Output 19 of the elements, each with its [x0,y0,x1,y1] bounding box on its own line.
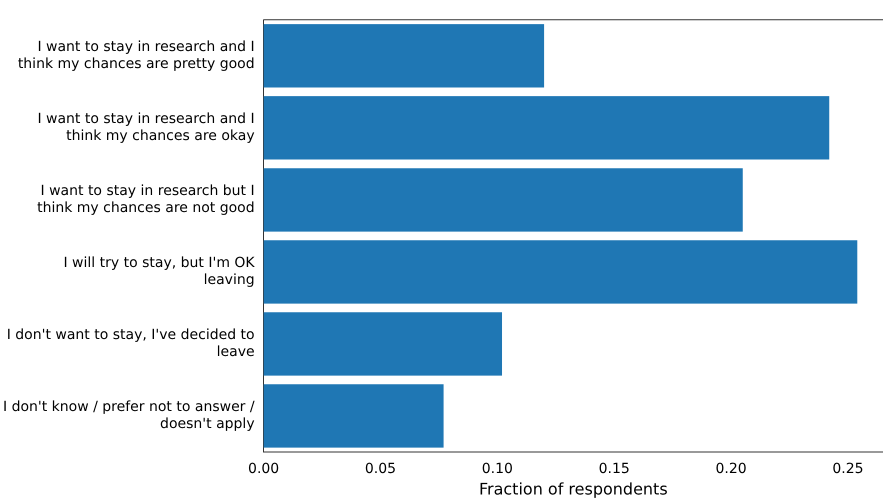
y-tick-label: I don't want to stay, I've decided to leave [6,327,255,360]
bar [264,240,858,304]
y-tick-label: I want to stay in research and I think my chances are pretty good [18,39,255,72]
x-tick-label: 0.25 [832,461,864,478]
y-tick-label: I want to stay in research and I think my chances are okay [37,111,255,144]
bar [264,168,743,232]
y-tick-label: I will try to stay, but I'm OK leaving [63,255,256,288]
y-tick-label: I don't know / prefer not to answer / doesn't apply [2,399,255,432]
x-tick-label: 0.20 [715,461,747,478]
x-tick-label: 0.05 [364,461,396,478]
x-tick-label: 0.00 [248,461,280,478]
bar [264,384,444,448]
y-tick-label: I want to stay in research but I think my chances are not good [37,183,255,216]
bar [264,96,830,160]
x-axis-title: Fraction of respondents [478,480,668,499]
bar [264,312,502,376]
bar [264,24,544,88]
x-tick-label: 0.10 [482,461,513,478]
x-tick-label: 0.15 [598,461,630,478]
